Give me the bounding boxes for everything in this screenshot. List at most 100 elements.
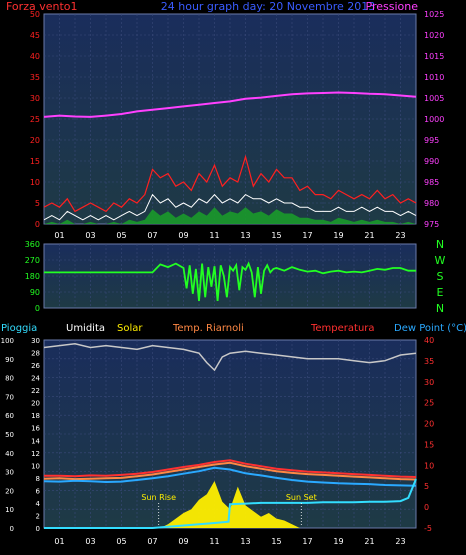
- y-tick-label-humidity: 20: [5, 487, 14, 495]
- y-tick-label-humidity: 50: [5, 431, 14, 439]
- x-tick-label: 13: [240, 231, 250, 240]
- y-tick-label-right: 35: [424, 357, 434, 366]
- y-tick-label-right: 990: [424, 157, 439, 166]
- y-tick-label-rain: 4: [36, 500, 41, 508]
- graph-title: 24 hour graph day: 20 Novembre 2013: [161, 0, 375, 13]
- series-label: Temperatura: [310, 323, 375, 334]
- x-tick-label: 01: [54, 231, 64, 240]
- y-tick-label-left: 40: [30, 52, 40, 61]
- y-tick-label-rain: 20: [31, 400, 40, 408]
- y-tick-label-right: 1015: [424, 52, 444, 61]
- compass-label: S: [437, 270, 444, 283]
- y-tick-label-rain: 26: [31, 362, 40, 370]
- x-tick-label: 05: [116, 231, 126, 240]
- y-tick-label-left: 0: [35, 220, 40, 229]
- x-tick-label: 13: [240, 537, 250, 546]
- y-tick-label-right: 40: [424, 336, 434, 345]
- y-tick-label-humidity: 40: [5, 450, 14, 458]
- wind-speed-label: Forza vento1: [6, 0, 78, 13]
- y-tick-label-left: 180: [25, 272, 40, 281]
- y-tick-label-right: 25: [424, 399, 434, 408]
- y-tick-label-right: 975: [424, 220, 439, 229]
- series-label: Dew Point (°C): [394, 323, 466, 334]
- dew-point-line: [43, 466, 417, 487]
- x-tick-label: 23: [395, 537, 405, 546]
- x-tick-label: 17: [302, 231, 312, 240]
- y-tick-label-left: 360: [25, 240, 40, 249]
- y-tick-label-rain: 6: [36, 487, 41, 495]
- y-tick-label-right: 20: [424, 420, 434, 429]
- y-tick-label-left: 50: [30, 10, 40, 19]
- y-tick-label-left: 25: [30, 115, 40, 124]
- x-tick-label: 19: [333, 537, 343, 546]
- y-tick-label-humidity: 30: [5, 469, 14, 477]
- y-tick-label-humidity: 80: [5, 375, 14, 383]
- y-tick-label-left: 45: [30, 31, 40, 40]
- y-tick-label-left: 90: [30, 288, 40, 297]
- y-tick-label-right: 985: [424, 178, 439, 187]
- y-tick-label-right: -5: [424, 524, 432, 533]
- series-label: Pioggia: [1, 323, 37, 334]
- y-tick-label-right: 1020: [424, 31, 444, 40]
- compass-label: N: [436, 302, 444, 315]
- y-tick-label-rain: 2: [36, 512, 40, 520]
- y-tick-label-left: 5: [35, 199, 40, 208]
- solar-area: [160, 481, 300, 528]
- x-tick-label: 21: [364, 537, 374, 546]
- x-tick-label: 07: [147, 537, 157, 546]
- y-tick-label-left: 270: [25, 256, 40, 265]
- y-tick-label-right: 995: [424, 136, 439, 145]
- y-tick-label-humidity: 0: [10, 525, 14, 533]
- x-tick-label: 05: [116, 537, 126, 546]
- humidity-line: [43, 343, 417, 372]
- y-tick-label-humidity: 60: [5, 412, 14, 420]
- x-tick-label: 19: [333, 231, 343, 240]
- y-tick-label-rain: 22: [31, 387, 40, 395]
- y-tick-label-rain: 0: [36, 525, 40, 533]
- x-tick-label: 09: [178, 231, 188, 240]
- y-tick-label-humidity: 90: [5, 356, 14, 364]
- y-tick-label-right: 15: [424, 440, 434, 449]
- y-tick-label-left: 35: [30, 73, 40, 82]
- sun-annotation: Sun Set: [286, 493, 317, 502]
- temp-riparata-line: [43, 461, 417, 481]
- y-tick-label-right: 1025: [424, 10, 444, 19]
- x-tick-label: 23: [395, 231, 405, 240]
- y-tick-label-rain: 12: [31, 450, 40, 458]
- y-tick-label-right: 980: [424, 199, 439, 208]
- sun-annotation: Sun Rise: [141, 493, 176, 502]
- series-label: Umidita: [66, 323, 105, 334]
- x-tick-label: 17: [302, 537, 312, 546]
- y-tick-label-rain: 10: [31, 462, 40, 470]
- y-tick-label-left: 30: [30, 94, 40, 103]
- x-tick-label: 15: [271, 231, 281, 240]
- wind-pressure-panel: 0510152025303540455097598098599099510001…: [30, 10, 445, 240]
- y-tick-label-rain: 16: [31, 425, 40, 433]
- compass-label: W: [435, 254, 446, 267]
- y-tick-label-rain: 14: [31, 437, 40, 445]
- y-tick-label-right: 10: [424, 461, 434, 470]
- x-tick-label: 01: [54, 537, 64, 546]
- rain-temperature-panel: Pioggia Umidita Solar Temp. Riarnoli Tempera…: [1, 323, 466, 546]
- y-tick-label-right: 30: [424, 378, 434, 387]
- y-tick-label-rain: 24: [31, 375, 40, 383]
- y-tick-label-left: 10: [30, 178, 40, 187]
- y-tick-label-right: 0: [424, 503, 429, 512]
- y-tick-label-left: 0: [35, 304, 40, 313]
- x-tick-label: 09: [178, 537, 188, 546]
- y-tick-label-humidity: 100: [1, 337, 14, 345]
- y-tick-label-right: 1010: [424, 73, 444, 82]
- y-tick-label-left: 20: [30, 136, 40, 145]
- x-tick-label: 21: [364, 231, 374, 240]
- y-tick-label-rain: 30: [31, 337, 40, 345]
- y-tick-label-right: 1005: [424, 94, 444, 103]
- x-tick-label: 11: [209, 537, 219, 546]
- wind-average-area: [44, 207, 416, 224]
- temperature-line: [44, 459, 417, 478]
- y-tick-label-left: 15: [30, 157, 40, 166]
- x-tick-label: 03: [85, 231, 95, 240]
- x-tick-label: 03: [85, 537, 95, 546]
- pressure-label: Pressione: [366, 0, 419, 13]
